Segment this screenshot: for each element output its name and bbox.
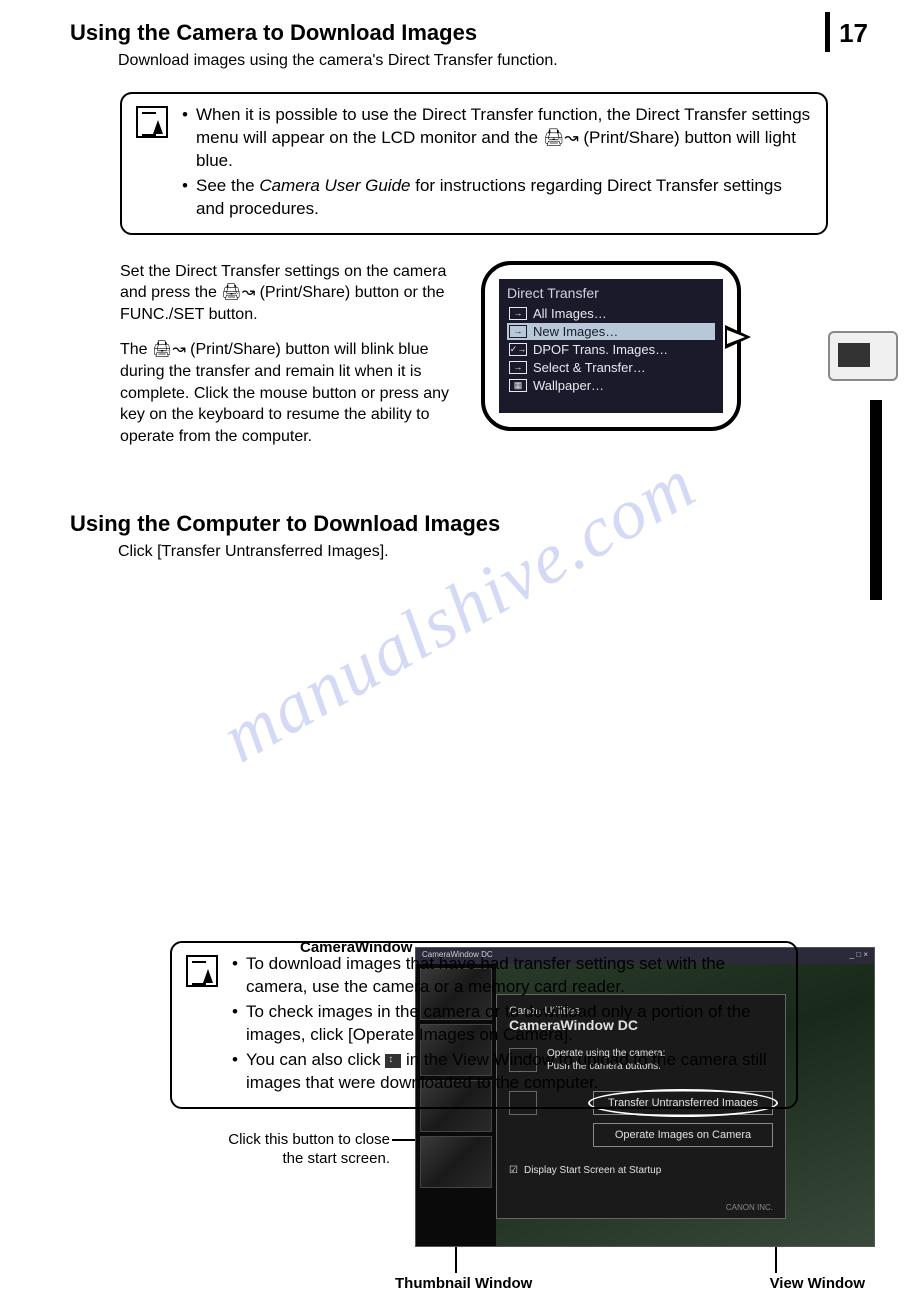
note2-item1: To download images that have had transfe…: [246, 953, 782, 999]
bullet-dot: •: [232, 953, 246, 999]
lcd-glyph-icon: →: [509, 307, 527, 320]
body-text: Set the Direct Transfer settings on the …: [120, 261, 465, 462]
note-icon: [186, 955, 218, 987]
lcd-item-label: Select & Transfer…: [533, 360, 646, 375]
view-window-label: View Window: [770, 1275, 865, 1292]
camera-illustration: [828, 331, 898, 381]
lcd-item-wallpaper: ▦ Wallpaper…: [507, 377, 715, 394]
bullet-dot: •: [182, 175, 196, 221]
lcd-glyph-icon: →: [509, 325, 527, 338]
bullet-dot: •: [232, 1049, 246, 1095]
note-box-2: • To download images that have had trans…: [170, 941, 798, 1109]
pointer-line: [775, 1247, 777, 1273]
callout-text: Click this button to close the start scr…: [220, 1131, 390, 1169]
note2-item2: To check images in the camera or to down…: [246, 1001, 782, 1047]
note-icon: [136, 106, 168, 138]
section1-intro: Download images using the camera's Direc…: [118, 52, 858, 70]
note1-item1: When it is possible to use the Direct Tr…: [196, 104, 812, 173]
lcd-item-label: Wallpaper…: [533, 378, 604, 393]
section2-intro: Click [Transfer Untransferred Images].: [118, 543, 858, 561]
sidebar-tab: [870, 400, 882, 600]
lcd-glyph-icon: ▦: [509, 379, 527, 392]
lcd-item-all: → All Images…: [507, 305, 715, 322]
note1-item2: See the Camera User Guide for instructio…: [196, 175, 812, 221]
dialog-footer: CANON INC.: [726, 1203, 773, 1212]
lcd-item-label: New Images…: [533, 324, 618, 339]
bullet-dot: •: [232, 1001, 246, 1047]
startup-checkbox[interactable]: Display Start Screen at Startup: [509, 1165, 773, 1176]
lcd-glyph-icon: →: [509, 361, 527, 374]
page-number: 17: [839, 18, 868, 49]
note2-item3: You can also click in the View Window to…: [246, 1049, 782, 1095]
lcd-item-select: → Select & Transfer…: [507, 359, 715, 376]
section2-heading: Using the Computer to Download Images: [70, 511, 858, 537]
operate-images-button[interactable]: Operate Images on Camera: [593, 1123, 773, 1147]
lcd-item-label: All Images…: [533, 306, 607, 321]
lcd-item-label: DPOF Trans. Images…: [533, 342, 668, 357]
speech-tail: [725, 325, 751, 349]
pointer-line: [455, 1247, 457, 1273]
lcd-title: Direct Transfer: [507, 285, 715, 301]
thumbnail: [420, 1136, 492, 1188]
body-p1: Set the Direct Transfer settings on the …: [120, 261, 465, 326]
lcd-item-new: → New Images…: [507, 323, 715, 340]
lcd-item-dpof: ✓→ DPOF Trans. Images…: [507, 341, 715, 358]
note-box-1: • When it is possible to use the Direct …: [120, 92, 828, 235]
bullet-dot: •: [182, 104, 196, 173]
lcd-screen: Direct Transfer → All Images… → New Imag…: [499, 279, 723, 413]
body-p2: The 🖨↝ (Print/Share) button will blink b…: [120, 339, 465, 447]
lcd-glyph-icon: ✓→: [509, 343, 527, 356]
upload-icon: [385, 1054, 401, 1068]
window-controls: _ □ ×: [850, 950, 868, 962]
thumbnail-window-label: Thumbnail Window: [395, 1275, 532, 1292]
lcd-screen-frame: Direct Transfer → All Images… → New Imag…: [481, 261, 741, 431]
section1-heading: Using the Camera to Download Images: [70, 20, 858, 46]
